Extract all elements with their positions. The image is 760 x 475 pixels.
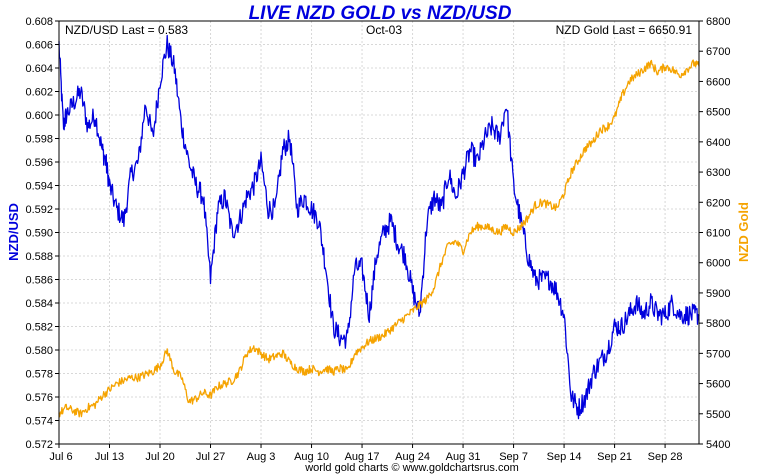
- left-tick-label: 0.574: [25, 416, 53, 428]
- nzd-gold-last-label: NZD Gold Last = 6650.91: [556, 23, 693, 37]
- y-grid-lines: [59, 44, 699, 421]
- x-tick-label: Aug 17: [345, 451, 380, 463]
- right-tick-label: 5700: [706, 348, 730, 360]
- left-tick-label: 0.594: [25, 181, 53, 193]
- left-tick-label: 0.582: [25, 322, 53, 334]
- right-tick-label: 5900: [706, 288, 730, 300]
- right-tick-label: 6700: [706, 46, 730, 58]
- right-tick-label: 6100: [706, 228, 730, 240]
- left-tick-label: 0.588: [25, 251, 53, 263]
- right-tick-label: 5800: [706, 318, 730, 330]
- right-tick-label: 6300: [706, 167, 730, 179]
- x-tick-label: Aug 31: [446, 451, 481, 463]
- left-axis-label: NZD/USD: [6, 203, 21, 261]
- x-tick-label: Jul 20: [145, 451, 174, 463]
- left-tick-label: 0.596: [25, 157, 53, 169]
- right-tick-label: 5600: [706, 379, 730, 391]
- series-layer: [58, 34, 700, 420]
- right-tick-label: 6600: [706, 76, 730, 88]
- left-tick-label: 0.580: [25, 345, 53, 357]
- x-tick-label: Sep 7: [499, 451, 528, 463]
- right-axis-label: NZD Gold: [736, 202, 751, 262]
- left-tick-label: 0.598: [25, 134, 53, 146]
- left-tick-label: 0.592: [25, 204, 53, 216]
- right-axis-ticks: 5400 5500 5600 5700 5800 5900 6000 6100 6200 6300…: [699, 16, 730, 451]
- nzd-gold-series-line: [58, 59, 700, 418]
- x-axis-ticks: Jul 6 Jul 13 Jul 20 Jul 27 Aug 3 Aug 10 Aug 17…: [49, 444, 683, 463]
- right-tick-label: 6000: [706, 258, 730, 270]
- left-tick-label: 0.606: [25, 40, 53, 52]
- nzdusd-series-line: [58, 34, 700, 420]
- x-tick-label: Jul 27: [196, 451, 225, 463]
- x-tick-label: Aug 10: [294, 451, 329, 463]
- left-axis-ticks: 0.572 0.574 0.576 0.578 0.580 0.582 0.584 0.586…: [25, 16, 59, 451]
- right-tick-label: 6400: [706, 137, 730, 149]
- right-tick-label: 6800: [706, 16, 730, 28]
- right-tick-label: 5400: [706, 439, 730, 451]
- x-tick-label: Jul 13: [95, 451, 124, 463]
- right-tick-label: 5500: [706, 409, 730, 421]
- left-tick-label: 0.590: [25, 228, 53, 240]
- left-tick-label: 0.586: [25, 275, 53, 287]
- x-tick-label: Sep 21: [597, 451, 632, 463]
- chart-title: LIVE NZD GOLD vs NZD/USD: [249, 3, 512, 24]
- x-tick-label: Sep 28: [648, 451, 683, 463]
- credit-text: world gold charts © www.goldchartsrus.co…: [304, 462, 519, 474]
- left-tick-label: 0.608: [25, 16, 53, 28]
- left-tick-label: 0.604: [25, 63, 53, 75]
- left-tick-label: 0.584: [25, 298, 53, 310]
- left-tick-label: 0.602: [25, 87, 53, 99]
- nzdusd-last-label: NZD/USD Last = 0.583: [65, 23, 188, 37]
- x-tick-label: Aug 24: [395, 451, 430, 463]
- left-tick-label: 0.576: [25, 392, 53, 404]
- x-tick-label: Jul 6: [49, 451, 72, 463]
- date-label: Oct-03: [366, 23, 402, 37]
- left-tick-label: 0.572: [25, 439, 53, 451]
- right-tick-label: 6500: [706, 107, 730, 119]
- x-tick-label: Aug 3: [247, 451, 276, 463]
- right-tick-label: 6200: [706, 197, 730, 209]
- left-tick-label: 0.578: [25, 369, 53, 381]
- left-tick-label: 0.600: [25, 110, 53, 122]
- x-tick-label: Sep 14: [547, 451, 582, 463]
